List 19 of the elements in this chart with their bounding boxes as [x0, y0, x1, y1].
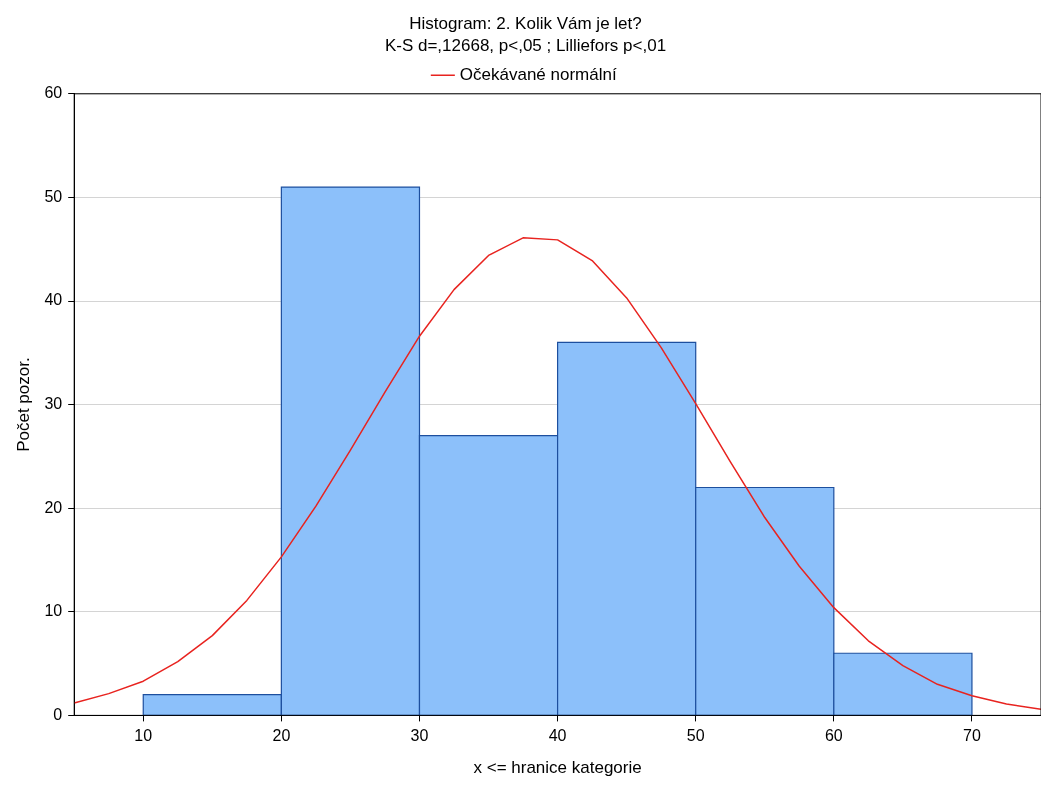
x-axis-title: x <= hranice kategorie [473, 758, 642, 778]
x-tick-label: 40 [548, 727, 567, 745]
x-tick-label: 30 [410, 727, 429, 745]
x-tick-label: 60 [824, 727, 843, 745]
y-tick-label: 20 [44, 498, 63, 516]
legend-label: Očekávané normální [459, 64, 617, 84]
y-tick-label: 0 [53, 705, 63, 723]
x-tick-label: 10 [134, 727, 153, 745]
x-tick-label: 70 [963, 727, 981, 745]
chart-subtitle: K-S d=,12668, p<,05 ; Lilliefors p<,01 [384, 36, 667, 56]
y-tick-label: 30 [44, 395, 63, 413]
y-tick-label: 50 [44, 187, 63, 205]
chart-title: Histogram: 2. Kolik Vám je let? [409, 13, 642, 33]
y-tick-label: 40 [44, 291, 63, 309]
x-tick-label: 20 [272, 727, 291, 745]
y-tick-label: 60 [44, 84, 63, 102]
x-tick-label: 50 [686, 727, 705, 745]
y-axis-title: Počet pozor. [13, 357, 33, 452]
y-tick-label: 10 [44, 602, 63, 620]
